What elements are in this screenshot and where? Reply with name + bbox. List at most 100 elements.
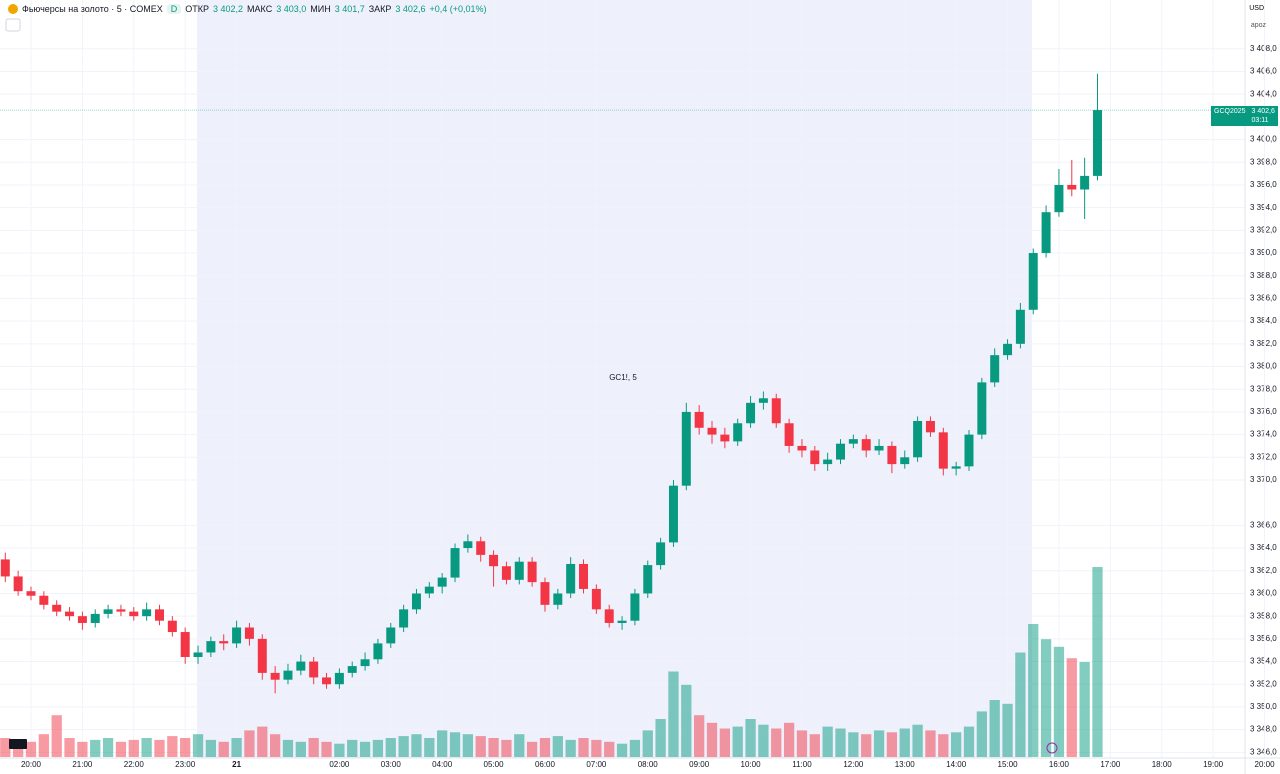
volume-bar bbox=[989, 700, 1000, 757]
candle-body bbox=[746, 402, 756, 424]
volume-bar bbox=[771, 728, 782, 757]
candle-body bbox=[347, 666, 357, 673]
y-tick-label: 3 380,0 bbox=[1250, 362, 1277, 371]
volume-bar bbox=[295, 741, 306, 757]
volume-bar bbox=[51, 715, 62, 757]
x-tick-label: 17:00 bbox=[1100, 760, 1121, 769]
volume-bar bbox=[604, 741, 615, 757]
price-tag: GCQ2025 3 402,6 03:11 bbox=[1211, 106, 1278, 126]
candle-body bbox=[887, 445, 897, 465]
symbol-icon bbox=[8, 4, 18, 14]
candle-body bbox=[977, 382, 987, 435]
y-tick-label: 3 376,0 bbox=[1250, 407, 1277, 416]
volume-bar bbox=[629, 739, 641, 757]
volume-bar bbox=[591, 739, 602, 757]
candle-body bbox=[990, 355, 1000, 383]
volume-bar bbox=[539, 738, 551, 757]
candle-body bbox=[656, 542, 666, 566]
candle-body bbox=[823, 459, 833, 465]
volume-bar bbox=[848, 732, 859, 757]
candle-body bbox=[129, 611, 139, 617]
candle-body bbox=[232, 627, 242, 644]
candle-body bbox=[296, 661, 306, 671]
x-tick-label: 21 bbox=[232, 760, 241, 769]
candle-body bbox=[322, 677, 332, 685]
x-tick-label: 09:00 bbox=[689, 760, 710, 769]
candle-body bbox=[694, 411, 704, 428]
y-tick-label: 3 360,0 bbox=[1250, 589, 1277, 598]
volume-bar bbox=[488, 738, 499, 757]
volume-bar bbox=[282, 739, 294, 757]
volume-bar bbox=[783, 722, 795, 757]
candle-body bbox=[604, 609, 614, 623]
x-tick-label: 04:00 bbox=[432, 760, 453, 769]
volume-bar bbox=[514, 734, 525, 757]
volume-bar bbox=[1053, 646, 1065, 757]
candle-body bbox=[1003, 343, 1013, 356]
candle-body bbox=[964, 434, 974, 467]
low-value: 3 401,7 bbox=[334, 4, 365, 14]
scale-mode[interactable]: apoz bbox=[1250, 22, 1266, 29]
volume-bar bbox=[616, 743, 628, 757]
y-tick-label: 3 362,0 bbox=[1250, 566, 1277, 575]
volume-bar bbox=[64, 738, 75, 757]
volume-bar bbox=[308, 738, 319, 757]
volume-bar bbox=[861, 734, 872, 757]
candle-body bbox=[1015, 309, 1025, 344]
y-tick-label: 3 382,0 bbox=[1250, 339, 1277, 348]
volume-bar bbox=[231, 738, 242, 757]
candle-body bbox=[167, 620, 177, 633]
volume-bar bbox=[1002, 703, 1013, 757]
candle-body bbox=[643, 565, 653, 594]
volume-bar bbox=[552, 736, 563, 757]
volume-bar bbox=[796, 730, 808, 757]
candle-body bbox=[938, 432, 948, 469]
volume-bar bbox=[822, 726, 833, 757]
candle-body bbox=[270, 672, 280, 680]
candle-body bbox=[771, 398, 781, 424]
volume-bar bbox=[976, 711, 987, 757]
x-tick-label: 14:00 bbox=[946, 760, 967, 769]
volume-bar bbox=[809, 734, 820, 757]
volume-bar bbox=[205, 739, 217, 757]
candle-body bbox=[283, 670, 293, 680]
badge: D bbox=[166, 4, 182, 14]
high-value: 3 403,0 bbox=[276, 4, 307, 14]
legend-header: Фьючерсы на золото · 5 · COMEX D ОТКР 3 4… bbox=[8, 4, 487, 14]
x-tick-label: 19:00 bbox=[1203, 760, 1224, 769]
close-value: 3 402,6 bbox=[395, 4, 426, 14]
x-tick-label: 10:00 bbox=[741, 760, 762, 769]
volume-bar bbox=[257, 726, 268, 757]
volume-bar bbox=[886, 732, 898, 757]
y-tick-label: 3 384,0 bbox=[1250, 316, 1277, 325]
volume-bar bbox=[385, 738, 396, 757]
volume-bar bbox=[963, 726, 975, 757]
symbol-title[interactable]: Фьючерсы на золото · 5 · COMEX bbox=[22, 4, 163, 14]
candle-body bbox=[553, 593, 563, 605]
candle-body bbox=[836, 443, 845, 460]
x-tick-label: 13:00 bbox=[895, 760, 916, 769]
volume-bar bbox=[347, 739, 358, 757]
x-tick-label: 21:00 bbox=[72, 760, 93, 769]
volume-bar bbox=[180, 738, 191, 757]
volume-bar bbox=[1079, 662, 1090, 757]
volume-bar bbox=[437, 730, 448, 757]
candle-body bbox=[142, 609, 152, 617]
candle-body bbox=[1054, 184, 1064, 213]
x-tick-label: 02:00 bbox=[329, 760, 350, 769]
volume-bar bbox=[141, 738, 152, 757]
candle-body bbox=[913, 420, 923, 458]
candle-body bbox=[514, 561, 524, 580]
volume-bar bbox=[719, 728, 730, 757]
x-tick-label: 07:00 bbox=[586, 760, 607, 769]
candle-body bbox=[540, 582, 550, 605]
y-tick-label: 3 348,0 bbox=[1250, 725, 1277, 734]
x-tick-label: 15:00 bbox=[998, 760, 1019, 769]
x-tick-label: 05:00 bbox=[484, 760, 505, 769]
candle-body bbox=[360, 659, 370, 667]
volume-bar bbox=[38, 734, 49, 757]
volume-bar bbox=[398, 736, 409, 757]
currency[interactable]: USD bbox=[1249, 5, 1264, 12]
volume-bar bbox=[899, 728, 910, 757]
volume-bar bbox=[269, 734, 281, 757]
